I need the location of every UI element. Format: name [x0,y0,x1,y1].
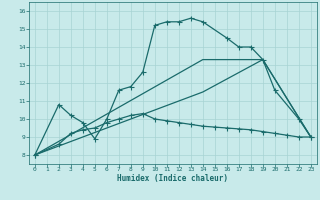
X-axis label: Humidex (Indice chaleur): Humidex (Indice chaleur) [117,174,228,183]
